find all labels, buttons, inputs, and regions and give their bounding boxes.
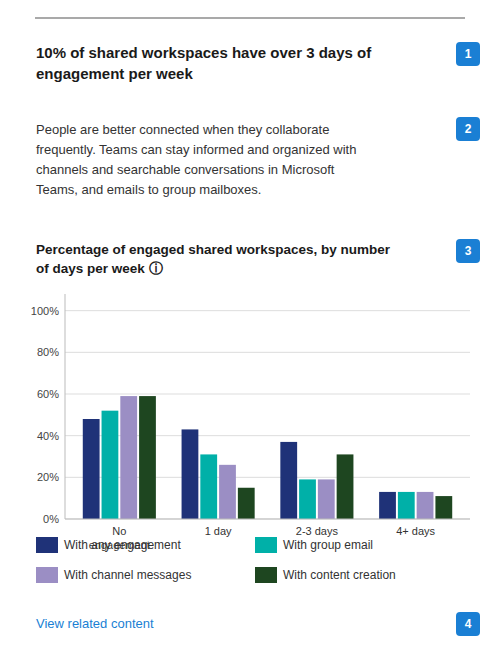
y-tick-label: 100% [31, 305, 59, 317]
badge: 4 [456, 612, 480, 636]
legend-swatch [36, 537, 58, 553]
x-tick-label: 2-3 days [296, 525, 339, 537]
top-rule [35, 17, 465, 18]
legend-swatch [255, 537, 277, 553]
related-link[interactable]: View related content [36, 616, 154, 631]
x-tick-label: 1 day [205, 525, 232, 537]
x-axis-line [65, 519, 470, 520]
heading: 10% of shared workspaces have over 3 day… [36, 44, 372, 82]
y-tick-label: 20% [37, 471, 59, 483]
y-axis-line [65, 294, 66, 519]
legend-label: With any engagement [64, 538, 181, 552]
badge-box [456, 612, 480, 636]
badge-number: 3 [465, 244, 472, 258]
legend: With any engagement With group email With … [36, 537, 396, 583]
page: 10% of shared workspaces have over 3 day… [0, 0, 500, 659]
legend-label: With group email [283, 538, 373, 552]
bar [318, 479, 335, 519]
grid-line [65, 394, 470, 395]
bar [83, 419, 100, 519]
badge-number: 1 [465, 47, 472, 61]
badge-box [456, 42, 480, 66]
bar [219, 465, 236, 519]
y-tick-label: 60% [37, 388, 59, 400]
bar [182, 429, 199, 519]
y-axis: 0% 20% 40% 60% 80% 100% [31, 294, 470, 525]
badge: 3 [456, 239, 480, 263]
grid-line [65, 310, 470, 311]
bar [299, 479, 316, 519]
bar [379, 492, 396, 519]
bar [139, 396, 156, 519]
grid-line [65, 352, 470, 353]
badge: 2 [456, 117, 480, 141]
bar [200, 454, 217, 519]
x-tick-label: 4+ days [396, 525, 435, 537]
badge: 1 [456, 42, 480, 66]
legend-label: With channel messages [64, 568, 191, 582]
y-tick-label: 80% [37, 346, 59, 358]
bar [417, 492, 434, 519]
badge-box [456, 239, 480, 263]
bar [280, 442, 297, 519]
legend-swatch [255, 567, 277, 583]
bar [435, 496, 452, 519]
y-tick-label: 40% [37, 430, 59, 442]
bars [83, 396, 452, 519]
bar [102, 411, 119, 519]
y-tick-label: 0% [43, 513, 59, 525]
badge-box [456, 117, 480, 141]
body-text: People are better connected when they co… [36, 122, 356, 197]
bar [238, 488, 255, 519]
badge-number: 4 [465, 617, 472, 631]
chart-title: Percentage of engaged shared workspaces,… [36, 242, 391, 276]
background [0, 0, 500, 659]
grid-line [65, 519, 470, 520]
badge-number: 2 [465, 122, 472, 136]
bar [337, 454, 354, 519]
bar [120, 396, 137, 519]
legend-label: With content creation [283, 568, 396, 582]
bar [398, 492, 415, 519]
legend-swatch [36, 567, 58, 583]
